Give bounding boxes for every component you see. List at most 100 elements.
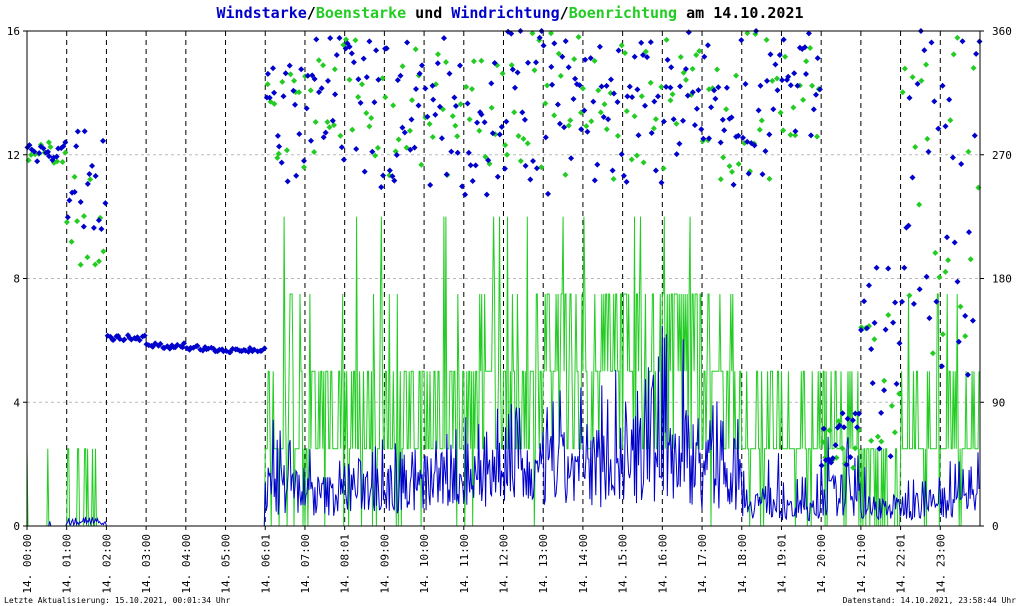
direction-point <box>509 66 516 73</box>
direction-point <box>685 29 692 36</box>
x-tick-label: 14. 09:00 <box>378 534 391 594</box>
direction-point <box>733 72 740 79</box>
direction-point <box>73 143 80 150</box>
direction-point <box>416 70 423 77</box>
direction-point <box>443 171 450 178</box>
direction-point <box>779 77 786 84</box>
x-tick-label: 14. 10:00 <box>418 534 431 594</box>
direction-point <box>766 131 773 138</box>
direction-point <box>962 333 969 340</box>
direction-point <box>740 134 746 141</box>
direction-point <box>296 131 303 137</box>
direction-point <box>432 111 439 118</box>
direction-point <box>849 417 856 424</box>
direction-point <box>813 91 819 98</box>
direction-point <box>832 442 839 449</box>
direction-point <box>554 101 561 108</box>
direction-point <box>54 158 61 165</box>
direction-point <box>567 117 574 124</box>
direction-point <box>397 72 404 79</box>
direction-point <box>954 278 961 285</box>
direction-point <box>803 58 810 65</box>
direction-point <box>628 156 635 163</box>
direction-point <box>683 76 689 83</box>
direction-point <box>601 101 608 108</box>
direction-point <box>756 126 763 133</box>
direction-point <box>942 123 949 130</box>
direction-point <box>489 130 496 137</box>
direction-point <box>494 62 501 69</box>
direction-point <box>881 377 888 384</box>
direction-point <box>311 149 318 155</box>
gust-speed-series <box>26 216 980 527</box>
direction-point <box>74 218 81 225</box>
direction-point <box>308 137 314 144</box>
direction-point <box>695 87 702 94</box>
direction-point <box>194 342 201 349</box>
direction-point <box>693 105 700 112</box>
direction-point <box>726 163 733 170</box>
direction-point <box>570 96 577 102</box>
direction-point <box>81 128 88 135</box>
direction-point <box>338 144 345 151</box>
direction-point <box>787 82 794 89</box>
direction-point <box>909 174 916 181</box>
direction-point <box>693 52 700 58</box>
direction-point <box>852 445 859 452</box>
direction-point <box>435 51 441 58</box>
direction-point <box>909 74 916 81</box>
direction-point <box>98 226 105 232</box>
y-right-tick-label: 270 <box>992 149 1012 162</box>
direction-point <box>419 62 425 69</box>
direction-point <box>708 104 715 111</box>
title-part: Boenstarke <box>316 4 406 22</box>
direction-point <box>399 63 406 70</box>
direction-point <box>820 439 826 446</box>
footer-update: Letzte Aktualisierung: 15.10.2021, 00:01… <box>4 596 231 605</box>
direction-point <box>935 125 942 132</box>
direction-point <box>600 114 607 120</box>
direction-point <box>684 92 691 99</box>
direction-point <box>717 139 724 146</box>
direction-point <box>284 147 290 154</box>
direction-point <box>395 136 402 143</box>
direction-point <box>536 34 543 41</box>
direction-point <box>962 312 969 319</box>
direction-point <box>102 200 109 207</box>
direction-point <box>730 181 737 188</box>
direction-point <box>45 139 52 146</box>
direction-point <box>958 161 965 167</box>
direction-point <box>610 90 617 97</box>
direction-point <box>782 53 789 60</box>
x-tick-label: 14. 21:00 <box>855 534 868 594</box>
direction-point <box>478 57 485 64</box>
direction-point <box>618 42 625 49</box>
direction-point <box>264 81 271 88</box>
direction-point <box>298 66 305 73</box>
direction-point <box>287 71 294 78</box>
title-part: am 14.10.2021 <box>677 4 803 22</box>
direction-point <box>278 159 285 166</box>
direction-point <box>100 248 107 255</box>
direction-point <box>763 36 770 43</box>
direction-point <box>591 177 598 184</box>
direction-point <box>81 213 87 220</box>
direction-point <box>463 83 470 90</box>
direction-point <box>86 171 93 177</box>
direction-point <box>803 71 809 77</box>
direction-point <box>476 127 483 134</box>
direction-point <box>576 82 583 89</box>
direction-point <box>790 104 797 111</box>
direction-point <box>896 340 903 347</box>
direction-point <box>965 148 972 155</box>
direction-point <box>508 30 515 37</box>
direction-point <box>780 127 787 134</box>
direction-point <box>427 182 434 188</box>
title-part: und <box>406 4 451 22</box>
direction-point <box>971 132 978 139</box>
grid-lines <box>27 30 980 527</box>
direction-point <box>459 183 466 190</box>
direction-point <box>847 454 854 461</box>
direction-point <box>704 42 711 49</box>
direction-point <box>326 124 333 131</box>
